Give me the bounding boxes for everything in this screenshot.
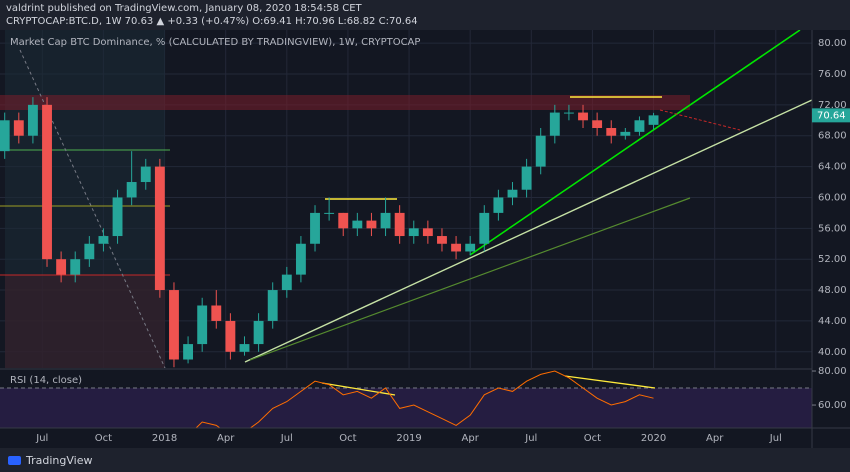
candle-body — [84, 243, 95, 260]
candle-body — [310, 212, 320, 244]
rsi-band — [0, 388, 812, 428]
candle-body — [324, 212, 335, 214]
x-tick-label: Apr — [462, 433, 480, 444]
x-tick-label: Apr — [706, 433, 724, 444]
candle-body — [281, 274, 292, 291]
rsi-line — [195, 370, 654, 428]
candle-body — [154, 166, 165, 291]
candle-body — [197, 305, 208, 345]
y-tick-label: 80.00 — [818, 366, 847, 377]
candle-body — [70, 259, 81, 275]
candle-body — [169, 290, 179, 360]
y-tick-label: 80.00 — [818, 38, 847, 49]
logo — [8, 456, 21, 465]
rsi-pane — [0, 370, 812, 428]
rsi-legend: RSI (14, close) — [10, 375, 82, 386]
candle-body — [437, 236, 447, 244]
divergence-line — [321, 382, 396, 396]
candle-body — [578, 112, 588, 121]
candle-body — [394, 212, 405, 237]
x-tick-label: Oct — [95, 433, 112, 444]
x-tick-label: 2020 — [641, 433, 666, 444]
y-tick-label: 68.00 — [818, 131, 847, 142]
candle-body — [493, 197, 504, 213]
candle-body — [0, 120, 10, 152]
x-tick-label: 2019 — [396, 433, 421, 444]
y-tick-label: 40.00 — [818, 347, 847, 358]
x-tick-label: Oct — [339, 433, 356, 444]
y-tick-label: 44.00 — [818, 316, 847, 327]
x-tick-label: Jul — [35, 433, 48, 444]
y-tick-label: 60.00 — [818, 400, 847, 411]
candle-body — [620, 131, 631, 136]
candle-body — [380, 212, 391, 229]
candle-body — [422, 228, 433, 237]
brand: TradingView — [25, 454, 92, 467]
candle-body — [27, 104, 38, 136]
candle-body — [352, 220, 363, 229]
candle-body — [451, 243, 462, 252]
y-tick-label: 52.00 — [818, 254, 847, 265]
candle-body — [606, 128, 617, 136]
candle-body — [42, 104, 52, 260]
published-text: valdrint published on TradingView.com, J… — [6, 3, 363, 14]
candle-body — [98, 236, 109, 244]
candle-body — [56, 259, 67, 275]
candle-body — [239, 344, 250, 352]
footer — [0, 448, 850, 472]
trend-line — [469, 30, 801, 256]
shade-box — [5, 275, 165, 368]
x-tick-label: Jul — [280, 433, 293, 444]
candle-body — [549, 112, 560, 136]
candle-body — [112, 197, 123, 237]
y-tick-label: 48.00 — [818, 285, 847, 296]
y-tick-label: 60.00 — [818, 192, 847, 203]
price-pane — [0, 30, 812, 368]
y-tick-label: 72.00 — [818, 100, 847, 111]
candle-body — [295, 243, 306, 275]
candle-body — [408, 228, 419, 237]
candle-body — [140, 166, 151, 183]
candle-body — [479, 212, 490, 244]
last-price-label: 70.64 — [817, 110, 846, 121]
dashed-diagonal — [19, 49, 166, 368]
candle-body — [592, 120, 603, 129]
projection — [659, 109, 741, 131]
y-tick-label: 56.00 — [818, 223, 847, 234]
candle-body — [634, 120, 645, 132]
candle-body — [211, 305, 222, 321]
symbol-info: CRYPTOCAP:BTC.D, 1W 70.63 ▲ +0.33 (+0.47… — [6, 16, 418, 27]
candle-body — [338, 212, 349, 229]
candle-body — [366, 220, 377, 229]
candle-body — [183, 344, 194, 360]
y-tick-label: 76.00 — [818, 69, 847, 80]
x-tick-label: 2018 — [152, 433, 177, 444]
x-tick-label: Oct — [584, 433, 601, 444]
candle-body — [648, 115, 659, 125]
last-price-tag — [812, 108, 850, 123]
series-legend: Market Cap BTC Dominance, % (CALCULATED … — [10, 37, 420, 48]
candle-body — [563, 112, 574, 114]
candle-body — [126, 182, 137, 198]
trend-line — [244, 99, 812, 363]
x-tick-label: Apr — [217, 433, 235, 444]
candle-body — [253, 320, 264, 345]
candle-body — [507, 189, 518, 198]
candle-body — [521, 166, 532, 190]
divergence-line — [564, 375, 656, 389]
candle-body — [465, 243, 476, 252]
candle-body — [13, 120, 24, 136]
resistance-zone — [0, 95, 690, 110]
trend-line — [249, 197, 691, 361]
y-tick-label: 64.00 — [818, 162, 847, 173]
x-tick-label: Jul — [769, 433, 782, 444]
candle-body — [225, 320, 236, 352]
candle-body — [267, 290, 278, 321]
x-tick-label: Jul — [524, 433, 537, 444]
candle-body — [535, 135, 546, 167]
top-bar — [0, 0, 850, 30]
